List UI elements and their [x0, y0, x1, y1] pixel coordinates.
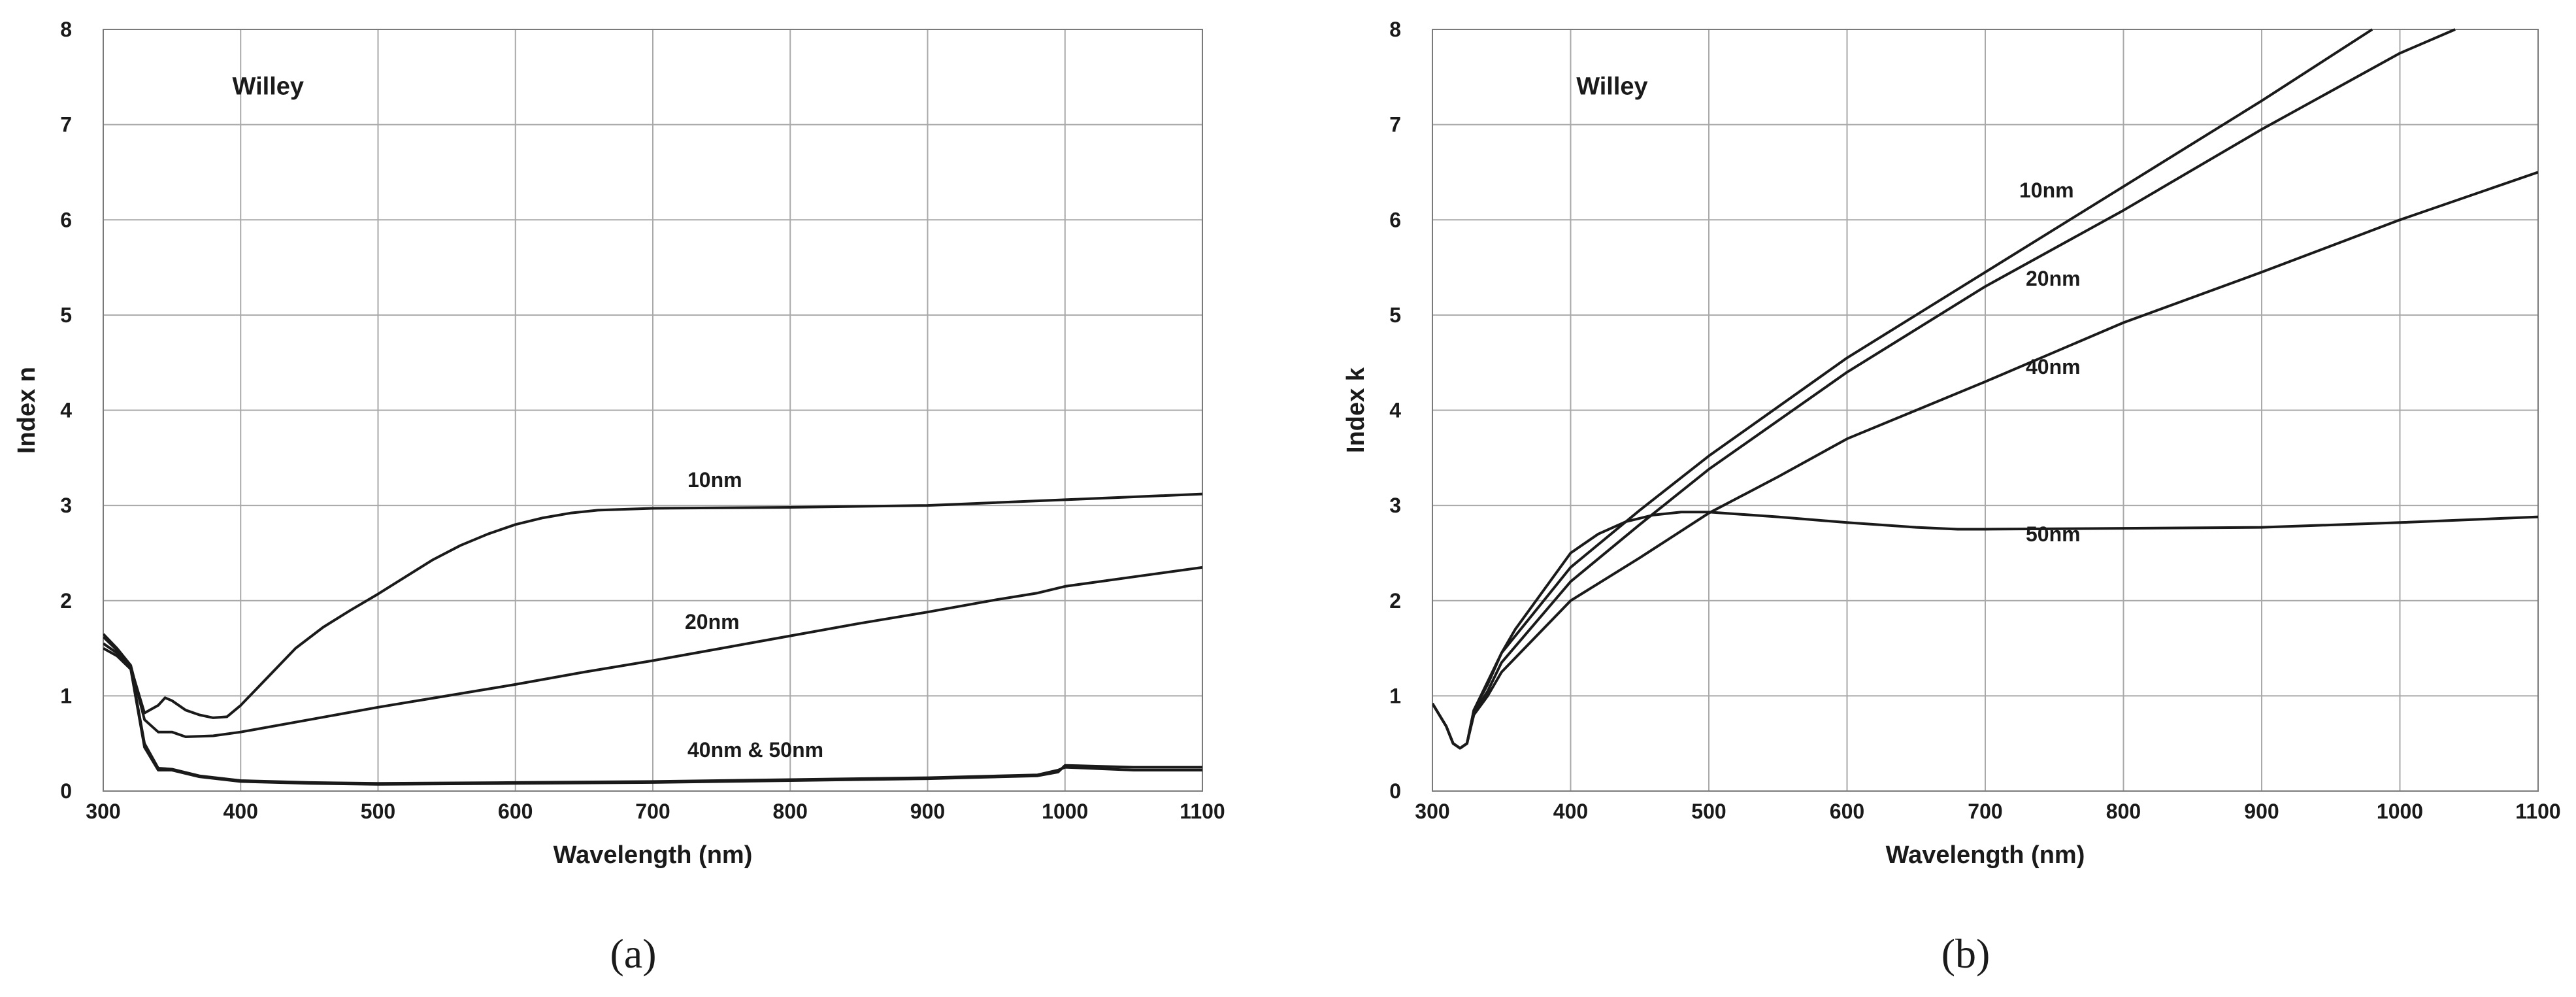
y-tick-label-b: 7	[1389, 113, 1401, 137]
chart-title-b: Willey	[1576, 73, 1647, 100]
x-axis-label-b: Wavelength (nm)	[1886, 841, 2085, 869]
series-label-b-10nm: 10nm	[2019, 178, 2074, 202]
x-tick-label-a: 500	[361, 800, 395, 823]
x-tick-label-b: 600	[1830, 800, 1864, 823]
y-tick-label-a: 3	[60, 494, 72, 517]
y-tick-label-b: 1	[1389, 684, 1401, 707]
y-tick-label-a: 0	[60, 779, 72, 803]
panel-caption-a: (a)	[610, 930, 656, 977]
y-tick-label-b: 0	[1389, 779, 1401, 803]
panel-b: 300 400 500 600 700 800 900 1000 1100 012345678 …	[1342, 18, 2561, 977]
series-line-a-10nm-0	[103, 492, 1202, 719]
x-tick-label-b: 800	[2106, 800, 2141, 823]
y-tick-label-a: 8	[60, 18, 72, 41]
series-line-a-series-3-3	[103, 647, 1202, 786]
x-tick-label-b: 900	[2244, 800, 2279, 823]
series-label-a-10nm: 10nm	[687, 468, 742, 492]
y-tick-label-a: 6	[60, 208, 72, 231]
y-tick-label-b: 3	[1389, 494, 1401, 517]
y-axis-label-b: Index k	[1342, 367, 1370, 453]
x-tick-label-b: 700	[1968, 800, 2002, 823]
series-label-b-50nm: 50nm	[2026, 522, 2081, 546]
series-label-b-40nm: 40nm	[2026, 355, 2081, 379]
y-tick-label-b: 2	[1389, 589, 1401, 613]
x-tick-label-b: 500	[1691, 800, 1726, 823]
plot-area-a	[103, 29, 1203, 792]
x-tick-label-b: 300	[1415, 800, 1449, 823]
series-line-b-50nm-3	[1432, 28, 2373, 750]
x-tick-label-a: 800	[773, 800, 808, 823]
plot-area-b	[1432, 29, 2539, 792]
series-label-a-20nm: 20nm	[685, 610, 740, 634]
panel-a: 300 400 500 600 700 800 900 1000 1100 012345678 …	[13, 18, 1225, 977]
series-line-a-20nm-1	[103, 566, 1202, 738]
y-tick-label-a: 1	[60, 684, 72, 707]
y-tick-label-a: 5	[60, 303, 72, 327]
x-tick-label-a: 900	[910, 800, 945, 823]
y-tick-label-a: 4	[60, 399, 72, 422]
series-label-b-20nm: 20nm	[2026, 267, 2081, 290]
y-tick-label-b: 8	[1389, 18, 1401, 41]
x-tick-label-a: 600	[498, 800, 533, 823]
x-tick-label-a: 300	[86, 800, 120, 823]
x-tick-label-b: 400	[1553, 800, 1588, 823]
series-line-b-40nm-2	[1432, 28, 2456, 750]
y-tick-label-a: 7	[60, 113, 72, 137]
x-tick-label-a: 400	[223, 800, 258, 823]
y-tick-label-b: 5	[1389, 303, 1401, 327]
y-tick-label-a: 2	[60, 589, 72, 613]
x-tick-label-b: 1100	[2515, 800, 2560, 823]
chart-title-a: Willey	[233, 73, 304, 100]
y-tick-label-b: 4	[1389, 399, 1401, 422]
y-tick-label-b: 6	[1389, 208, 1401, 231]
x-tick-label-a: 1000	[1042, 800, 1088, 823]
y-axis-label-a: Index n	[13, 367, 41, 454]
x-axis-label-a: Wavelength (nm)	[553, 841, 753, 869]
series-label-a-40nm-50nm: 40nm & 50nm	[687, 738, 823, 762]
x-tick-label-b: 1000	[2377, 800, 2423, 823]
x-tick-label-a: 1100	[1180, 800, 1225, 823]
panel-caption-b: (b)	[1941, 930, 1990, 977]
x-tick-label-a: 700	[635, 800, 670, 823]
